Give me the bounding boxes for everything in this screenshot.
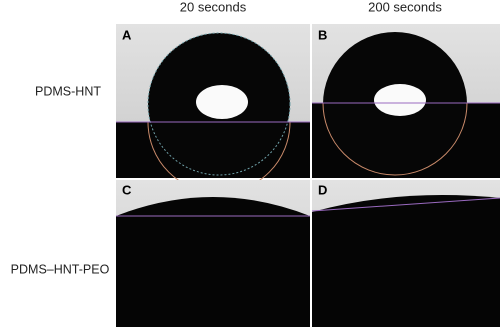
column-header: 20 seconds	[180, 0, 247, 14]
panel-letter: A	[122, 27, 132, 42]
row-label: PDMS-HNT	[35, 84, 101, 98]
panel-c: C	[116, 180, 310, 327]
panel-letter: B	[318, 27, 327, 42]
panel-d: D	[311, 180, 500, 327]
panel-letter: C	[122, 182, 132, 197]
panel-b: B	[312, 24, 500, 178]
row-label: PDMS–HNT-PEO	[11, 262, 110, 276]
panel-letter: D	[318, 182, 327, 197]
panel-a: A	[116, 24, 310, 194]
column-header: 200 seconds	[368, 0, 442, 14]
